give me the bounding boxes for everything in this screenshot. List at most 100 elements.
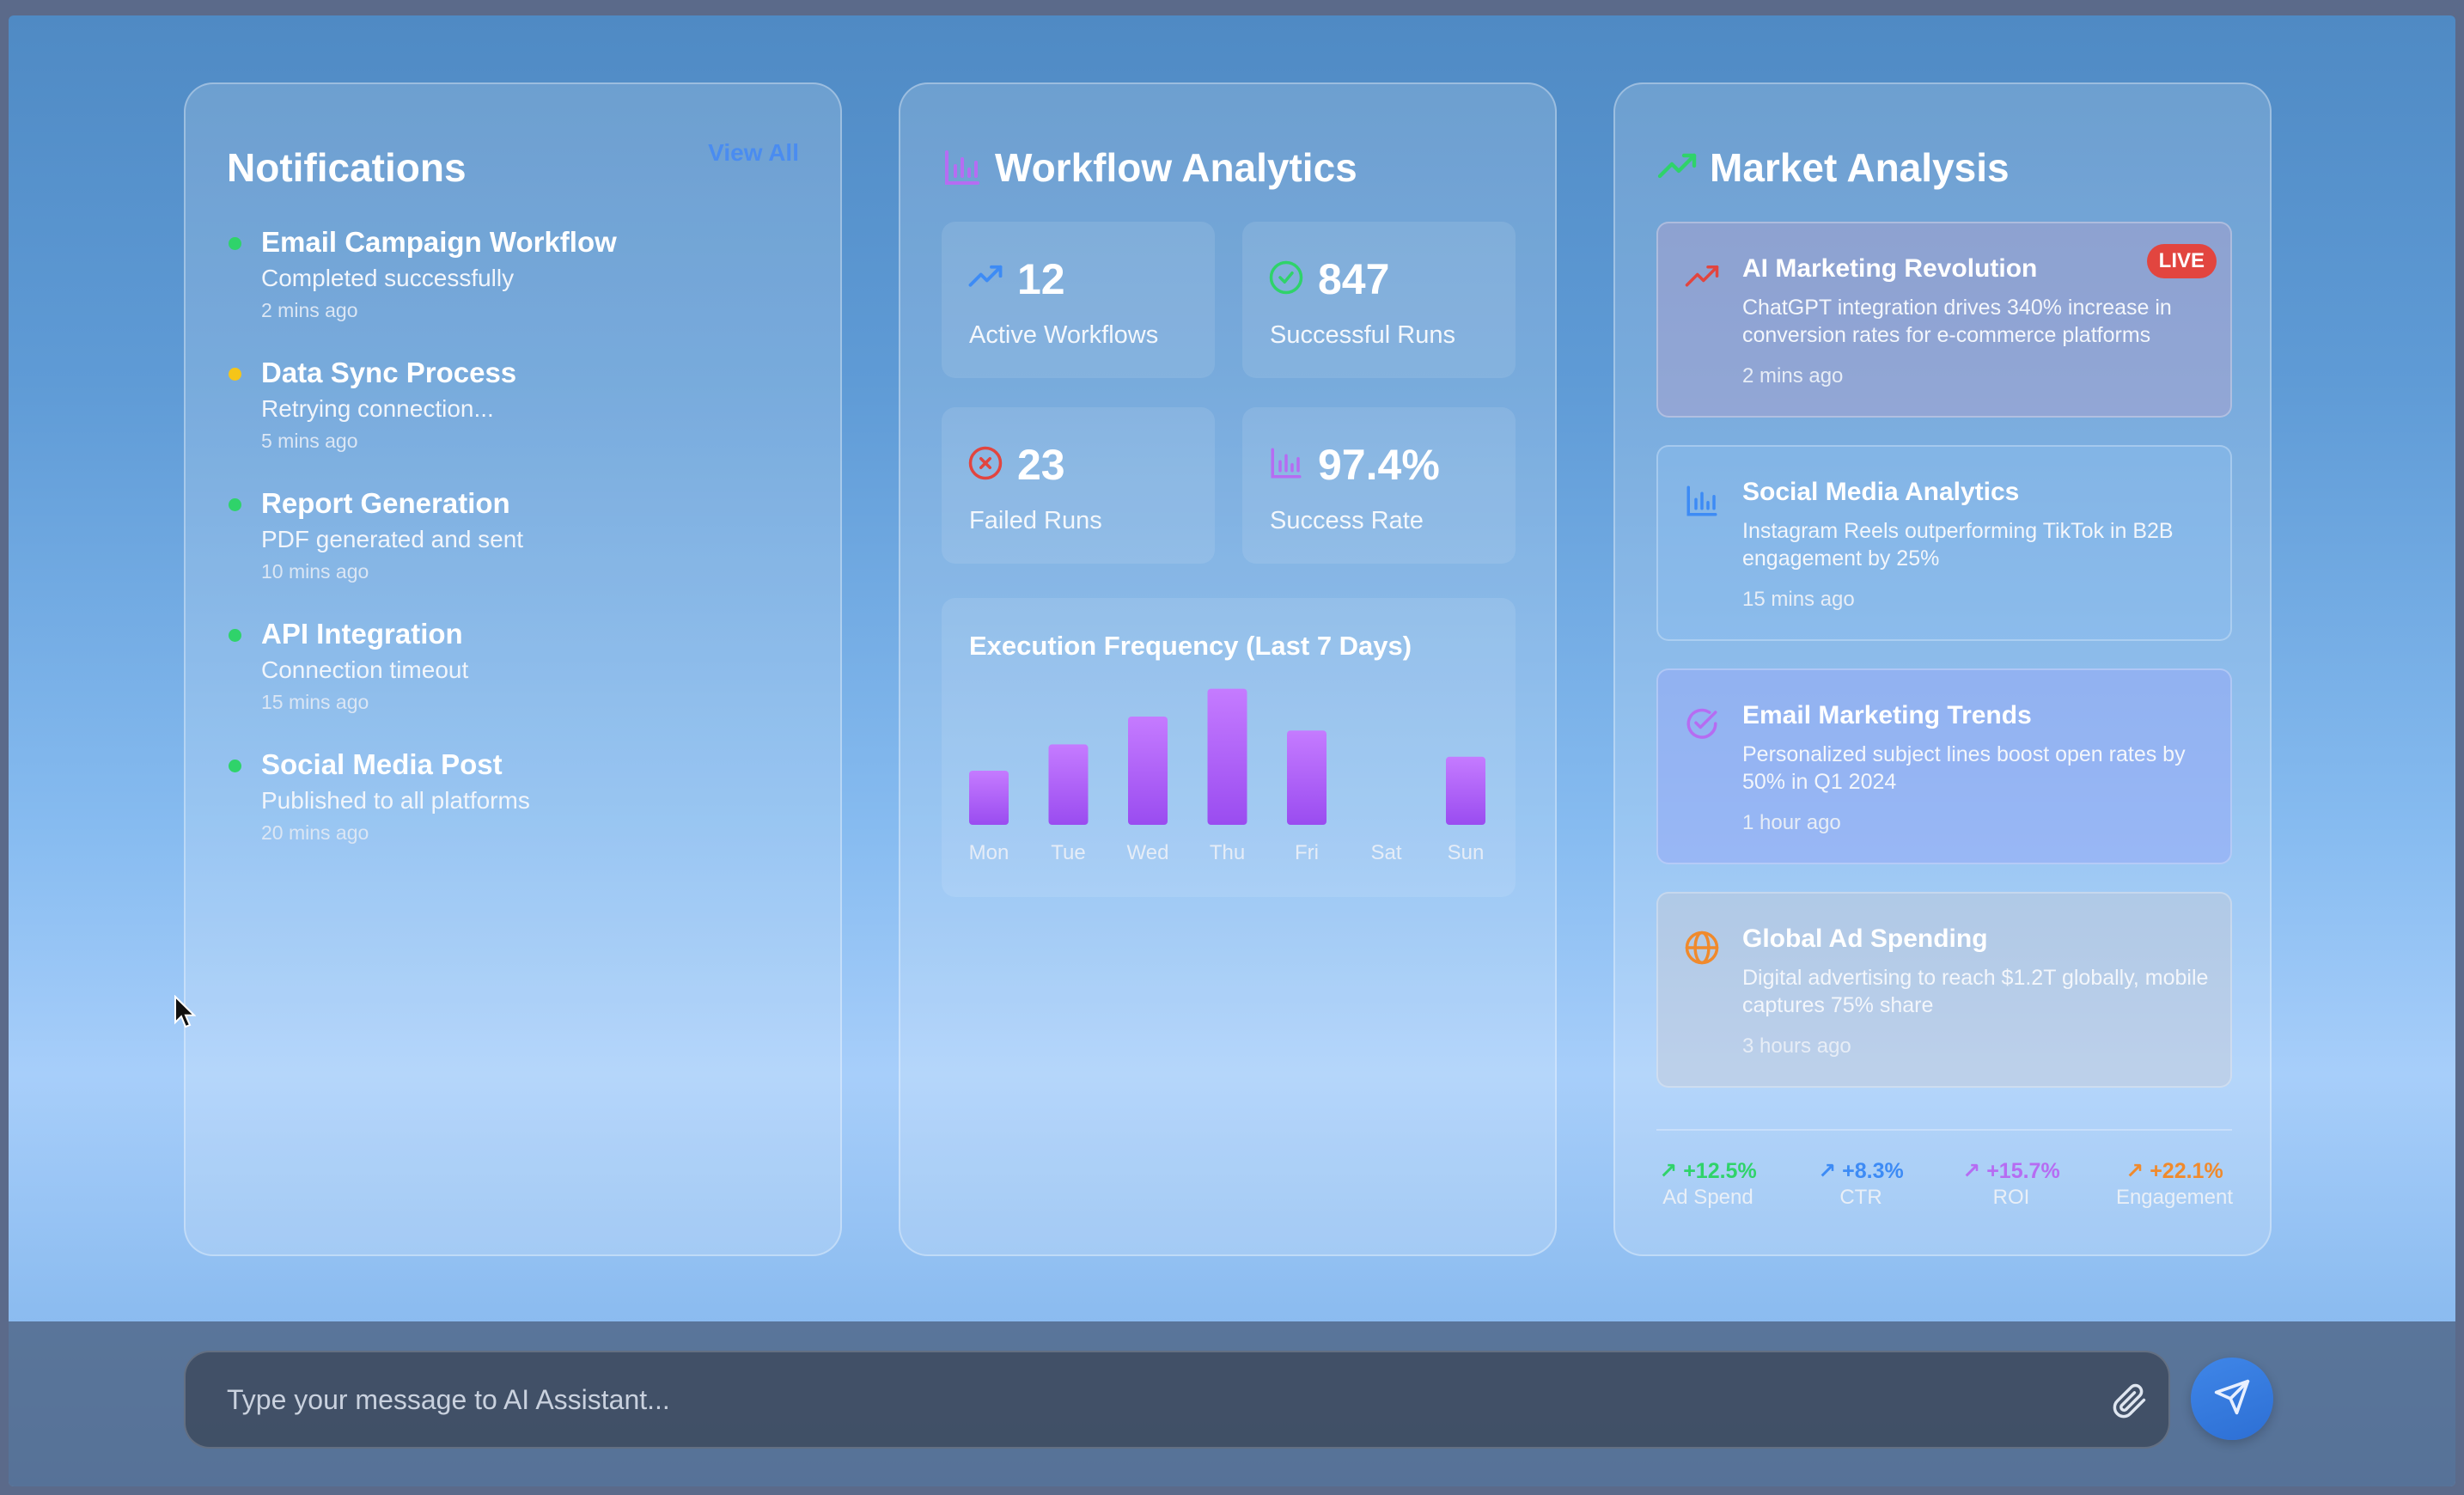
stat-successful-runs: 847 Successful Runs	[1242, 222, 1516, 378]
notification-item[interactable]: Email Campaign Workflow Completed succes…	[227, 225, 806, 356]
metric-value: ↗ +8.3%	[1818, 1159, 1904, 1183]
notification-title: Data Sync Process	[261, 357, 517, 388]
metric-label: ROI	[1992, 1186, 2030, 1209]
notification-message: Published to all platforms	[261, 787, 530, 814]
x-tick-label: Sat	[1370, 841, 1401, 864]
news-body: Digital advertising to reach $1.2T globa…	[1742, 966, 2209, 1017]
notification-message: Retrying connection...	[261, 395, 494, 422]
trending-up-icon	[967, 259, 1003, 296]
x-tick-label: Mon	[969, 841, 1009, 864]
stat-value: 23	[1017, 441, 1065, 489]
notification-time: 2 mins ago	[261, 299, 358, 321]
x-tick-label: Thu	[1210, 841, 1245, 864]
check-circle-icon	[1268, 259, 1304, 296]
stat-value: 97.4%	[1318, 441, 1440, 489]
workflow-analytics-title: Workflow Analytics	[942, 144, 1357, 191]
notification-time: 15 mins ago	[261, 691, 369, 713]
status-dot	[229, 498, 241, 511]
notification-message: Completed successfully	[261, 265, 515, 291]
notification-message: PDF generated and sent	[261, 526, 524, 552]
metric-value: ↗ +22.1%	[2126, 1159, 2223, 1183]
market-analysis-panel: Market Analysis AI Marketing Revolution …	[1613, 82, 2272, 1256]
metric-ad-spend: ↗ +12.5% Ad Spend	[1656, 1158, 1760, 1210]
paperclip-icon[interactable]	[2112, 1383, 2148, 1419]
bar-wed	[1128, 717, 1168, 825]
arrow-up-right-icon: ↗	[2126, 1159, 2144, 1183]
x-tick-label: Tue	[1051, 841, 1085, 864]
bar-sun	[1446, 756, 1485, 825]
bar-mon	[969, 771, 1009, 825]
bar-chart: Mon Tue Wed Thu Fri Sat Sun	[969, 688, 1485, 864]
news-card[interactable]: Social Media Analytics Instagram Reels o…	[1656, 445, 2232, 641]
metric-value: ↗ +15.7%	[1962, 1159, 2060, 1183]
news-card[interactable]: Global Ad Spending Digital advertising t…	[1656, 892, 2232, 1088]
metric-value: ↗ +12.5%	[1659, 1159, 1757, 1183]
status-dot	[229, 629, 241, 642]
live-badge: LIVE	[2146, 244, 2217, 278]
notifications-title: Notifications	[227, 145, 467, 190]
mouse-cursor-icon	[174, 995, 196, 1028]
news-body: Personalized subject lines boost open ra…	[1742, 742, 2186, 794]
metric-ctr: ↗ +8.3% CTR	[1809, 1158, 1912, 1210]
news-time: 2 mins ago	[1742, 364, 1844, 387]
message-input[interactable]	[227, 1383, 2117, 1416]
news-card[interactable]: Email Marketing Trends Personalized subj…	[1656, 668, 2232, 864]
metric-label: Engagement	[2115, 1186, 2234, 1209]
notification-title: Report Generation	[261, 487, 510, 519]
stat-label: Failed Runs	[969, 507, 1102, 534]
news-body: ChatGPT integration drives 340% increase…	[1742, 296, 2172, 347]
notification-title: API Integration	[261, 618, 463, 650]
notification-time: 20 mins ago	[261, 821, 369, 844]
notifications-panel: Notifications View All Email Campaign Wo…	[184, 82, 842, 1256]
stat-label: Success Rate	[1270, 507, 1424, 534]
x-circle-icon	[967, 445, 1003, 481]
notification-item[interactable]: Data Sync Process Retrying connection...…	[227, 356, 806, 486]
bar-fri	[1287, 730, 1327, 825]
x-tick-label: Sun	[1448, 841, 1485, 864]
trending-up-icon	[1684, 259, 1720, 296]
news-body: Instagram Reels outperforming TikTok in …	[1742, 519, 2174, 571]
stat-active-workflows: 12 Active Workflows	[942, 222, 1215, 378]
x-tick-label: Wed	[1127, 841, 1169, 864]
bar-chart-icon	[1684, 483, 1720, 519]
notification-message: Connection timeout	[261, 656, 469, 683]
metric-label: Ad Spend	[1662, 1186, 1753, 1209]
notification-title: Email Campaign Workflow	[261, 226, 617, 258]
chart-title: Execution Frequency (Last 7 Days)	[969, 631, 1412, 661]
news-title: Global Ad Spending	[1742, 924, 1988, 953]
execution-frequency-chart: Execution Frequency (Last 7 Days) Mon Tue…	[942, 598, 1516, 897]
notification-item[interactable]: API Integration Connection timeout 15 mi…	[227, 617, 806, 748]
news-title: Social Media Analytics	[1742, 478, 2020, 506]
notification-list: Email Campaign Workflow Completed succes…	[227, 225, 806, 878]
notification-time: 10 mins ago	[261, 560, 369, 583]
stat-failed-runs: 23 Failed Runs	[942, 407, 1215, 564]
send-button[interactable]	[2191, 1358, 2273, 1440]
check-circle-icon	[1684, 706, 1720, 742]
bar-chart-icon	[942, 147, 983, 188]
status-dot	[229, 368, 241, 381]
bar-thu	[1207, 688, 1247, 825]
news-time: 15 mins ago	[1742, 588, 1855, 611]
bar-tue	[1048, 744, 1089, 825]
notification-title: Social Media Post	[261, 748, 503, 780]
view-all-link[interactable]: View All	[708, 139, 799, 166]
notification-item[interactable]: Social Media Post Published to all platf…	[227, 748, 806, 878]
workflow-analytics-panel: Workflow Analytics 12 Active Workflows 8…	[899, 82, 1557, 1256]
news-time: 3 hours ago	[1742, 1034, 1851, 1058]
metric-label: CTR	[1839, 1186, 1882, 1209]
news-title: Email Marketing Trends	[1742, 701, 2032, 729]
news-card[interactable]: AI Marketing Revolution ChatGPT integrat…	[1656, 222, 2232, 418]
trending-up-icon	[1656, 147, 1698, 188]
notification-item[interactable]: Report Generation PDF generated and sent…	[227, 486, 806, 617]
bar-chart-icon	[1268, 445, 1304, 481]
stat-value: 12	[1017, 255, 1065, 303]
globe-icon	[1684, 930, 1720, 966]
divider	[1656, 1129, 2232, 1131]
message-input-container	[184, 1351, 2170, 1449]
arrow-up-right-icon: ↗	[1659, 1159, 1678, 1183]
arrow-up-right-icon: ↗	[1818, 1159, 1837, 1183]
news-time: 1 hour ago	[1742, 811, 1841, 834]
x-tick-label: Fri	[1295, 841, 1319, 864]
stat-label: Active Workflows	[969, 321, 1159, 349]
metric-engagement: ↗ +22.1% Engagement	[2110, 1158, 2239, 1210]
